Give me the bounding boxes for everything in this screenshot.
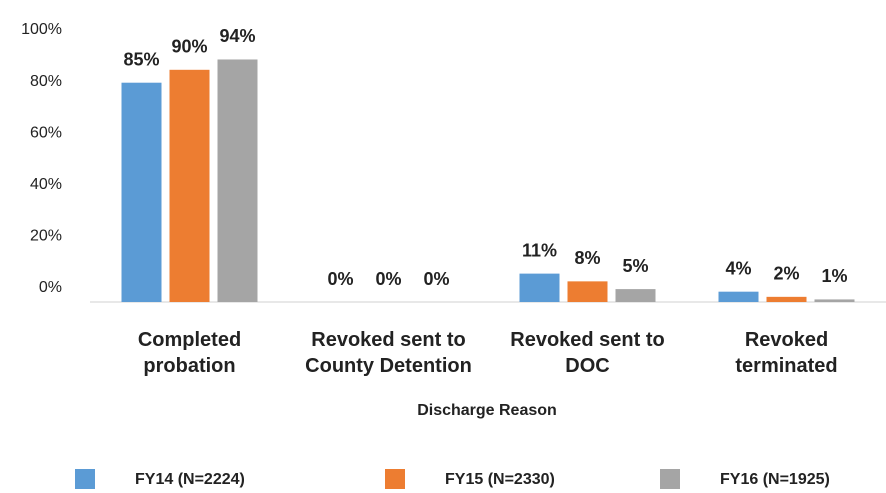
data-label: 11% — [522, 240, 557, 260]
data-label: 2% — [773, 264, 799, 284]
legend-label: FY15 (N=2330) — [445, 471, 555, 488]
data-label: 94% — [219, 26, 255, 46]
data-label: 1% — [821, 266, 847, 286]
data-label: 0% — [327, 269, 353, 289]
legend-swatch — [385, 469, 405, 489]
bar — [169, 69, 210, 302]
x-tick-label: Revoked sent to County Detention — [305, 329, 472, 377]
bar — [766, 296, 807, 302]
y-tick-label: 20% — [30, 228, 62, 245]
data-label: 4% — [725, 258, 751, 278]
y-tick-label: 80% — [30, 73, 62, 90]
bar — [567, 281, 608, 302]
bar — [718, 291, 759, 302]
bar — [814, 299, 855, 302]
legend-swatch — [75, 469, 95, 489]
data-label: 0% — [423, 269, 449, 289]
data-label: 90% — [171, 37, 207, 57]
bar — [519, 273, 560, 302]
bar — [121, 82, 162, 302]
y-tick-label: 100% — [21, 21, 62, 38]
x-tick-label: Completed probation — [137, 329, 242, 377]
x-tick-label: Revoked terminated — [735, 329, 838, 377]
bar — [217, 59, 258, 303]
data-label: 0% — [375, 269, 401, 289]
data-label: 85% — [123, 49, 159, 69]
x-tick-label: Revoked sent to DOC — [510, 329, 665, 377]
x-axis-title: Discharge Reason — [417, 402, 557, 419]
y-tick-label: 40% — [30, 176, 62, 193]
data-label: 5% — [622, 256, 648, 276]
legend-label: FY14 (N=2224) — [135, 471, 245, 488]
bar — [615, 289, 656, 302]
legend-label: FY16 (N=1925) — [720, 471, 830, 488]
y-tick-label: 0% — [39, 279, 62, 296]
y-tick-label: 60% — [30, 124, 62, 141]
legend-swatch — [660, 469, 680, 489]
data-label: 8% — [574, 248, 600, 268]
